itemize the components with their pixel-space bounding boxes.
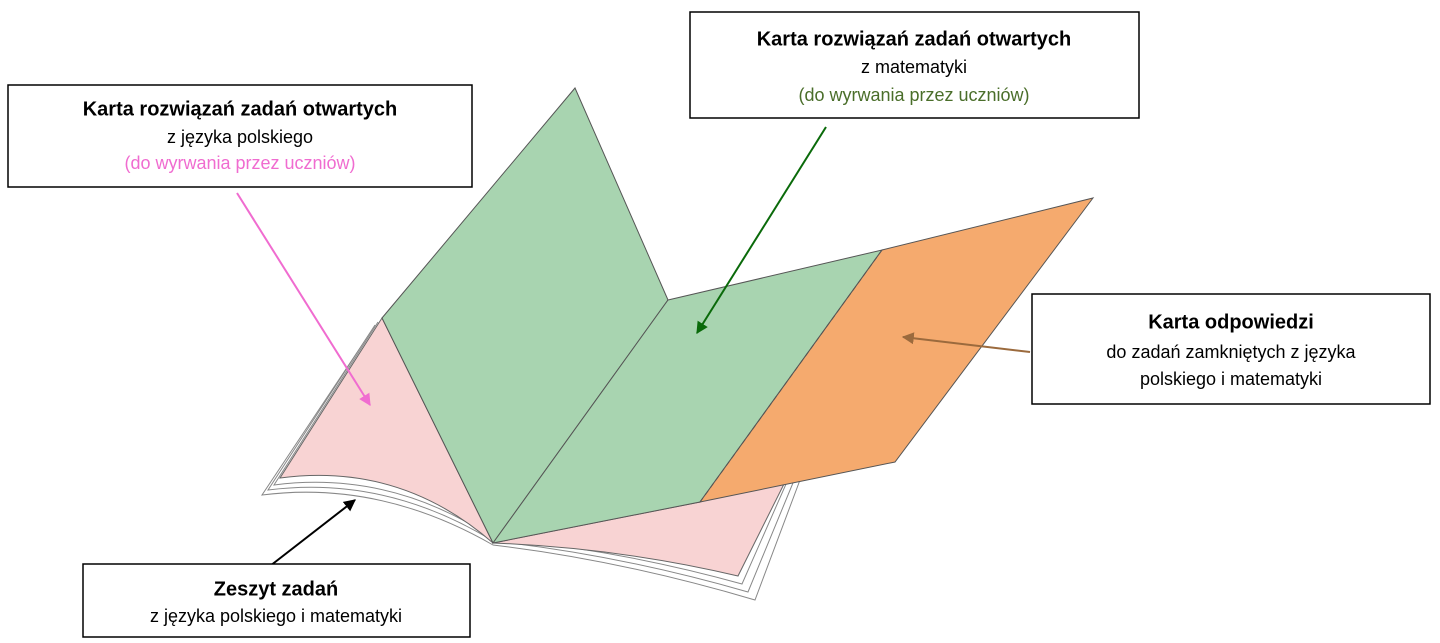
callout-line: z języka polskiego xyxy=(167,127,313,147)
callout: Karta odpowiedzi do zadań zamkniętych z … xyxy=(1032,294,1430,404)
callout-title: Zeszyt zadań xyxy=(214,578,338,600)
callout-note: (do wyrwania przez uczniów) xyxy=(798,85,1029,105)
callout: Karta rozwiązań zadań otwartych z języka… xyxy=(8,85,472,187)
callout-line: do zadań zamkniętych z języka xyxy=(1106,342,1356,362)
arrow xyxy=(270,500,355,566)
callout-note: (do wyrwania przez uczniów) xyxy=(124,153,355,173)
callout: Karta rozwiązań zadań otwartych z matema… xyxy=(690,12,1139,118)
callout: Zeszyt zadań z języka polskiego i matema… xyxy=(83,564,470,637)
callout-line: polskiego i matematyki xyxy=(1140,369,1322,389)
diagram: Karta rozwiązań zadań otwartych z języka… xyxy=(0,0,1440,643)
arrow xyxy=(237,193,370,405)
callout-title: Karta odpowiedzi xyxy=(1148,311,1314,333)
callout-line: z języka polskiego i matematyki xyxy=(150,606,402,626)
callout-title: Karta rozwiązań zadań otwartych xyxy=(757,28,1072,50)
callout-line: z matematyki xyxy=(861,57,967,77)
callout-title: Karta rozwiązań zadań otwartych xyxy=(83,98,398,120)
